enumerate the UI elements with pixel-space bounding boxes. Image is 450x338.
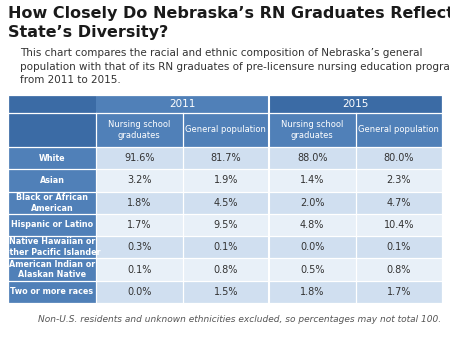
Bar [96, 147, 183, 169]
Bar [183, 281, 269, 303]
Text: 80.0%: 80.0% [383, 153, 414, 163]
Text: 0.1%: 0.1% [127, 265, 152, 274]
Text: 1.7%: 1.7% [127, 220, 152, 230]
Text: 1.5%: 1.5% [213, 287, 238, 297]
Text: 10.4%: 10.4% [383, 220, 414, 230]
Bar [356, 259, 442, 281]
Text: Asian: Asian [40, 176, 64, 185]
Bar [96, 214, 183, 236]
Bar [8, 113, 96, 147]
Text: Non-U.S. residents and unknown ethnicities excluded, so percentages may not tota: Non-U.S. residents and unknown ethniciti… [38, 315, 441, 324]
Text: Native Hawaiian or
other Pacific Islander: Native Hawaiian or other Pacific Islande… [4, 237, 100, 257]
Bar [183, 147, 269, 169]
Bar [269, 147, 356, 169]
Bar [8, 192, 96, 214]
Text: This chart compares the racial and ethnic composition of Nebraska’s general
popu: This chart compares the racial and ethni… [20, 48, 450, 85]
Text: 1.9%: 1.9% [214, 175, 238, 186]
Text: Two or more races: Two or more races [10, 287, 94, 296]
Bar [269, 192, 356, 214]
Text: 91.6%: 91.6% [124, 153, 154, 163]
Bar [183, 214, 269, 236]
Bar [8, 169, 96, 192]
Bar [183, 192, 269, 214]
Bar [96, 281, 183, 303]
Text: 1.8%: 1.8% [127, 198, 152, 208]
Bar [183, 169, 269, 192]
Text: 1.7%: 1.7% [387, 287, 411, 297]
Bar [269, 259, 356, 281]
Text: 0.1%: 0.1% [214, 242, 238, 252]
Text: Black or African
American: Black or African American [16, 193, 88, 213]
Text: 0.0%: 0.0% [300, 242, 324, 252]
Bar [269, 95, 442, 113]
Bar [183, 113, 269, 147]
Bar [96, 236, 183, 259]
Bar [269, 236, 356, 259]
Bar [269, 214, 356, 236]
Bar [8, 147, 96, 169]
Bar [356, 281, 442, 303]
Text: 2.3%: 2.3% [387, 175, 411, 186]
Text: 0.0%: 0.0% [127, 287, 152, 297]
Bar [356, 236, 442, 259]
Text: 0.3%: 0.3% [127, 242, 152, 252]
Text: General population: General population [185, 125, 266, 135]
Text: 0.8%: 0.8% [387, 265, 411, 274]
Bar [96, 95, 269, 113]
Text: 2.0%: 2.0% [300, 198, 324, 208]
Text: 4.5%: 4.5% [213, 198, 238, 208]
Bar [269, 169, 356, 192]
Bar [96, 113, 183, 147]
Bar [269, 113, 356, 147]
Bar [8, 214, 96, 236]
Text: 4.8%: 4.8% [300, 220, 324, 230]
Text: 0.8%: 0.8% [214, 265, 238, 274]
Bar [183, 259, 269, 281]
Bar [8, 95, 96, 113]
Bar [8, 259, 96, 281]
Text: Nursing school
graduates: Nursing school graduates [281, 120, 343, 140]
Text: American Indian or
Alaskan Native: American Indian or Alaskan Native [9, 260, 95, 280]
Text: Hispanic or Latino: Hispanic or Latino [11, 220, 93, 230]
Bar [96, 259, 183, 281]
Text: White: White [39, 154, 65, 163]
Text: 3.2%: 3.2% [127, 175, 152, 186]
Text: 1.4%: 1.4% [300, 175, 324, 186]
Text: 2015: 2015 [342, 99, 369, 109]
Bar [356, 113, 442, 147]
Text: 4.7%: 4.7% [387, 198, 411, 208]
Text: 9.5%: 9.5% [213, 220, 238, 230]
Bar [356, 169, 442, 192]
Bar [8, 281, 96, 303]
Text: General population: General population [358, 125, 439, 135]
Bar [96, 192, 183, 214]
Text: How Closely Do Nebraska’s RN Graduates Reflect the
State’s Diversity?: How Closely Do Nebraska’s RN Graduates R… [8, 6, 450, 40]
Bar [356, 147, 442, 169]
Text: 2011: 2011 [169, 99, 196, 109]
Bar [356, 192, 442, 214]
Text: 1.8%: 1.8% [300, 287, 324, 297]
Bar [269, 281, 356, 303]
Bar [183, 236, 269, 259]
Text: 0.1%: 0.1% [387, 242, 411, 252]
Text: 0.5%: 0.5% [300, 265, 324, 274]
Text: 88.0%: 88.0% [297, 153, 328, 163]
Text: Nursing school
graduates: Nursing school graduates [108, 120, 171, 140]
Bar [8, 236, 96, 259]
Bar [96, 169, 183, 192]
Bar [356, 214, 442, 236]
Text: 81.7%: 81.7% [211, 153, 241, 163]
